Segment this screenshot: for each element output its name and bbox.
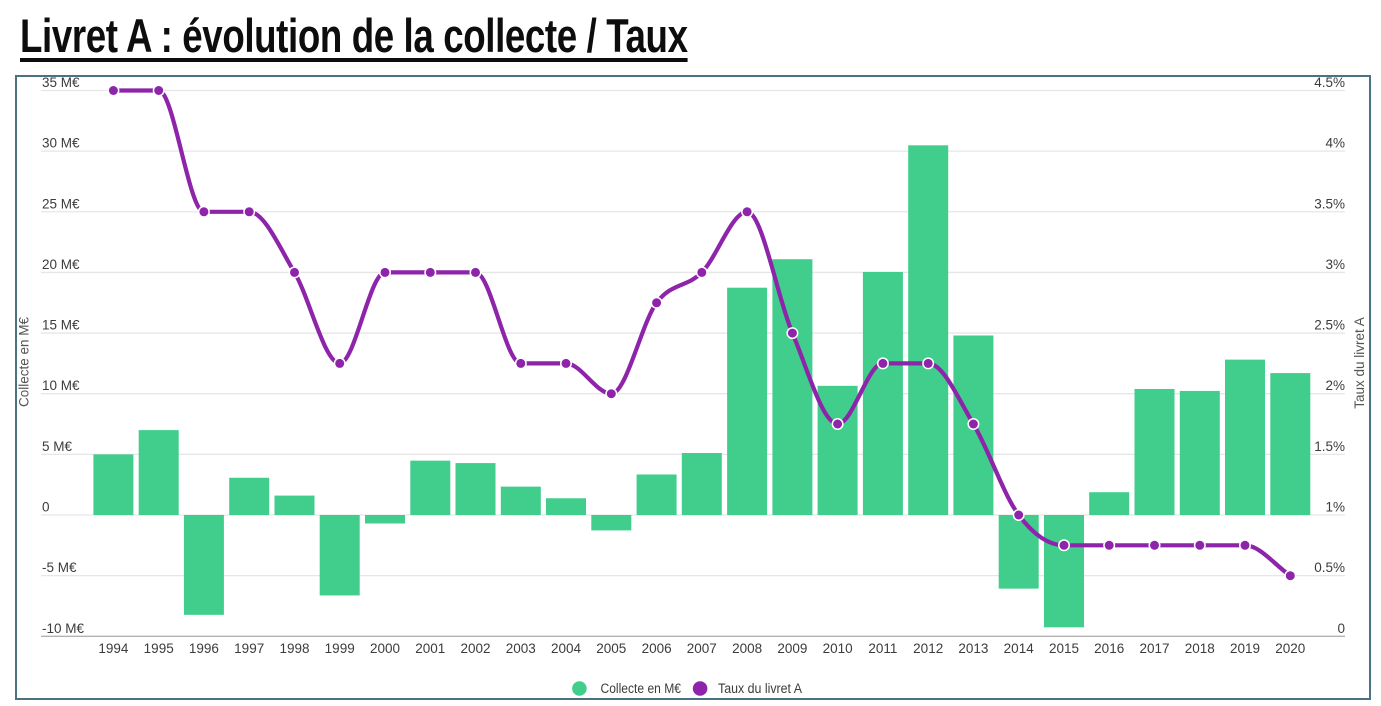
svg-text:4%: 4%: [1325, 136, 1345, 151]
svg-text:Taux du livret A: Taux du livret A: [718, 681, 802, 696]
svg-text:1995: 1995: [144, 641, 174, 656]
svg-text:2%: 2%: [1325, 378, 1345, 393]
svg-text:4.5%: 4.5%: [1314, 75, 1345, 90]
svg-text:2017: 2017: [1139, 641, 1169, 656]
svg-text:1.5%: 1.5%: [1314, 439, 1345, 454]
svg-text:30 M€: 30 M€: [42, 136, 80, 151]
svg-text:2018: 2018: [1185, 641, 1215, 656]
svg-text:Taux du livret A: Taux du livret A: [1352, 317, 1367, 409]
svg-text:2000: 2000: [370, 641, 400, 656]
svg-text:Collecte en M€: Collecte en M€: [17, 316, 32, 407]
svg-text:2008: 2008: [732, 641, 762, 656]
svg-text:Collecte en M€: Collecte en M€: [601, 681, 682, 696]
svg-text:2011: 2011: [868, 641, 897, 656]
svg-text:2005: 2005: [596, 641, 626, 656]
svg-text:0: 0: [1337, 621, 1345, 636]
svg-text:5 M€: 5 M€: [42, 439, 73, 454]
svg-text:2004: 2004: [551, 641, 582, 656]
svg-text:2020: 2020: [1275, 641, 1305, 656]
svg-text:35 M€: 35 M€: [42, 75, 80, 90]
svg-text:2.5%: 2.5%: [1314, 318, 1345, 333]
svg-text:1994: 1994: [98, 641, 129, 656]
svg-text:2012: 2012: [913, 641, 943, 656]
svg-text:2001: 2001: [415, 641, 445, 656]
svg-text:1996: 1996: [189, 641, 219, 656]
svg-text:2019: 2019: [1230, 641, 1260, 656]
svg-text:20 M€: 20 M€: [42, 257, 80, 272]
svg-text:2016: 2016: [1094, 641, 1124, 656]
svg-text:2015: 2015: [1049, 641, 1079, 656]
svg-text:-10 M€: -10 M€: [42, 621, 85, 636]
svg-text:2013: 2013: [958, 641, 988, 656]
svg-text:15 M€: 15 M€: [42, 318, 80, 333]
svg-text:2003: 2003: [506, 641, 536, 656]
svg-text:1998: 1998: [279, 641, 309, 656]
svg-text:2014: 2014: [1004, 641, 1035, 656]
svg-text:2010: 2010: [823, 641, 853, 656]
svg-text:25 M€: 25 M€: [42, 196, 80, 211]
svg-text:-5 M€: -5 M€: [42, 560, 77, 575]
svg-text:1997: 1997: [234, 641, 264, 656]
svg-text:3.5%: 3.5%: [1314, 196, 1345, 211]
svg-text:2002: 2002: [460, 641, 490, 656]
svg-text:0.5%: 0.5%: [1314, 560, 1345, 575]
svg-text:0: 0: [42, 500, 50, 515]
svg-text:2006: 2006: [642, 641, 672, 656]
svg-text:3%: 3%: [1325, 257, 1345, 272]
svg-text:10 M€: 10 M€: [42, 378, 80, 393]
svg-text:2007: 2007: [687, 641, 717, 656]
svg-text:1%: 1%: [1325, 500, 1345, 515]
svg-text:1999: 1999: [325, 641, 355, 656]
svg-text:2009: 2009: [777, 641, 807, 656]
